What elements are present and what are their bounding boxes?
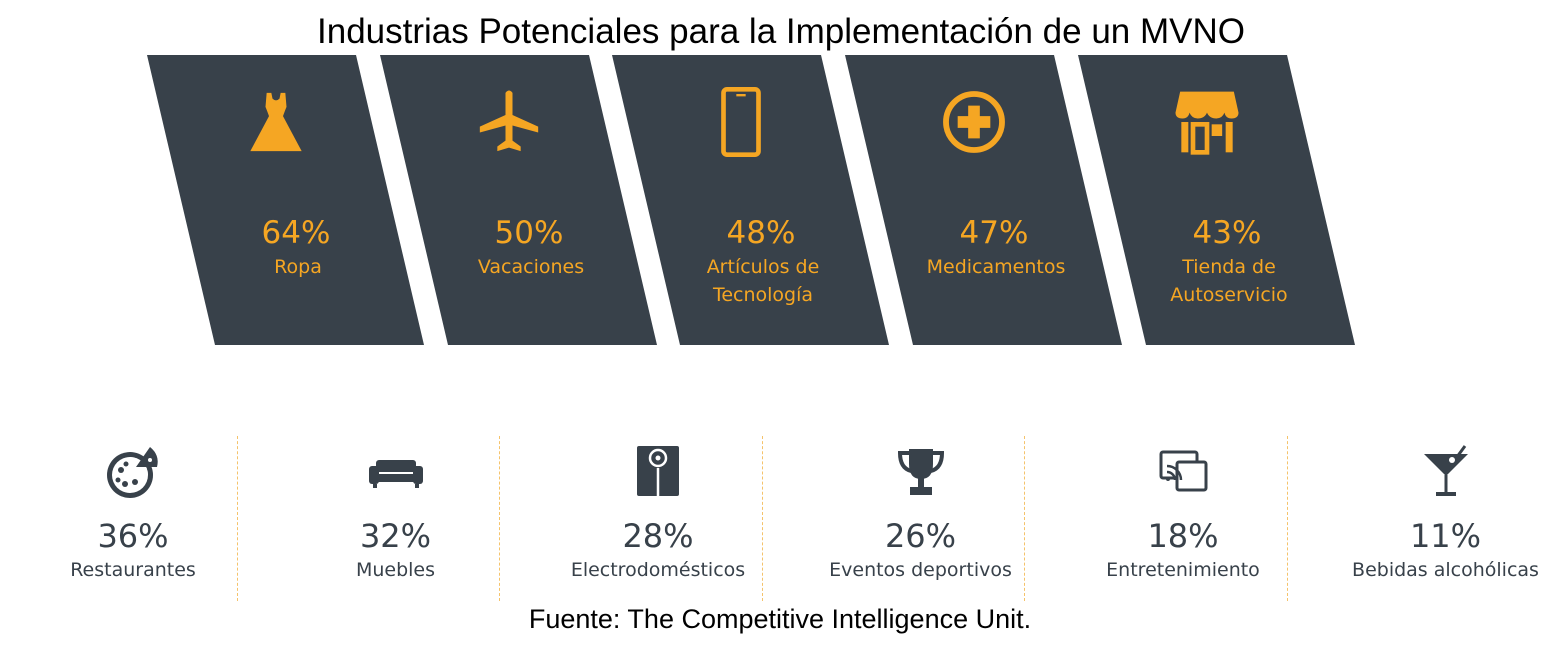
industry-column: 32% Muebles [265, 436, 527, 601]
industry-value: 50% [494, 215, 564, 251]
industry-value: 43% [1192, 215, 1262, 251]
industry-card: 47% Medicamentos [845, 55, 1122, 345]
industry-column: 18% Entretenimiento [1052, 436, 1314, 601]
medical-cross-icon [939, 87, 1009, 157]
industry-label-line: Medicamentos [926, 256, 1066, 278]
industry-label: Entretenimiento [1106, 559, 1260, 581]
industry-label: Muebles [355, 559, 436, 581]
airplane-icon [474, 87, 544, 157]
industry-label: Electrodomésticos [570, 559, 746, 581]
industry-label-line: Autoservicio [1170, 284, 1288, 306]
top-industries-row: 64% Ropa 50% Vacaciones 48% Artículos de Tecno… [0, 55, 1556, 345]
sofa-icon [366, 442, 426, 502]
pizza-icon [103, 442, 163, 502]
industry-value: 36% [97, 517, 169, 555]
industry-label: Medicamentos [901, 253, 1091, 281]
industry-column: 26% Eventos deportivos [790, 436, 1052, 601]
industry-label: Tienda de Autoservicio [1134, 253, 1324, 309]
source-note: Fuente: The Competitive Intelligence Uni… [528, 604, 1032, 634]
industry-card: 43% Tienda de Autoservicio [1078, 55, 1355, 345]
industry-label: Vacaciones [436, 253, 626, 281]
dress-icon [241, 87, 311, 157]
industry-label: Artículos de Tecnología [668, 253, 858, 309]
industry-value: 47% [959, 215, 1029, 251]
industry-card: 64% Ropa [147, 55, 424, 345]
industry-label-line: Ropa [274, 256, 322, 278]
column-divider [1024, 436, 1025, 601]
industry-value: 64% [261, 215, 331, 251]
industry-label: Ropa [203, 253, 393, 281]
industry-label-line: Vacaciones [477, 256, 585, 278]
column-divider [1287, 436, 1288, 601]
industry-value: 18% [1147, 517, 1219, 555]
storefront-icon [1172, 87, 1242, 157]
industry-column: 11% Bebidas alcohólicas [1315, 436, 1556, 601]
industry-column: 28% Electrodomésticos [527, 436, 789, 601]
industry-label: Restaurantes [70, 559, 196, 581]
industry-value: 32% [359, 517, 432, 555]
column-divider [762, 436, 763, 601]
industry-label-line: Tecnología [712, 284, 814, 306]
industry-card: 50% Vacaciones [380, 55, 657, 345]
industry-label-line: Artículos de [706, 256, 820, 278]
column-divider [237, 436, 238, 601]
industry-value: 26% [884, 517, 957, 555]
cocktail-icon [1416, 442, 1476, 502]
industry-column: 36% Restaurantes [2, 436, 264, 601]
industry-value: 28% [622, 517, 694, 555]
industry-value: 11% [1409, 517, 1482, 555]
chart-title: Industrias Potenciales para la Implement… [317, 12, 1245, 51]
appliance-icon [628, 442, 688, 502]
screen-cast-icon [1153, 442, 1213, 502]
column-divider [499, 436, 500, 601]
industry-label: Eventos deportivos [829, 559, 1012, 581]
industry-label-line: Tienda de [1182, 256, 1276, 278]
smartphone-icon [706, 87, 776, 157]
bottom-industries-row: 36% Restaurantes 32% Muebles 28% Electrodomés… [0, 436, 1556, 606]
industry-label: Bebidas alcohólicas [1352, 559, 1539, 581]
industry-value: 48% [726, 215, 796, 251]
industry-card: 48% Artículos de Tecnología [612, 55, 889, 345]
trophy-icon [891, 442, 951, 502]
